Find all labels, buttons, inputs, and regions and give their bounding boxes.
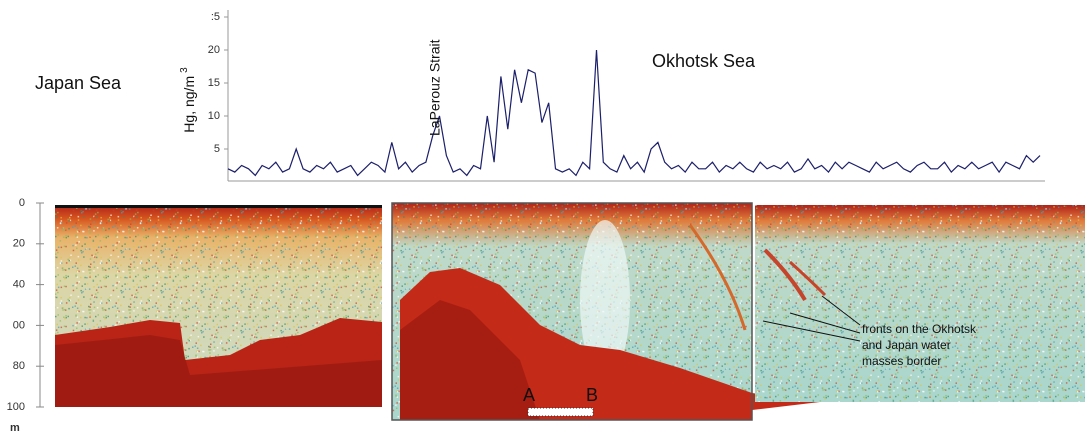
y-tick-label: :5	[211, 11, 220, 23]
echogram-middle	[391, 202, 820, 421]
annotation: masses border	[862, 354, 941, 368]
y-tick-label: 100	[7, 401, 25, 413]
annotation: B	[586, 385, 598, 405]
y-tick-label: 20	[208, 44, 220, 56]
annotation: and Japan water	[862, 338, 951, 352]
y-label-text: Hg, ng/m	[181, 76, 197, 133]
y-tick-label: 5	[214, 143, 220, 155]
y-axis-label: Hg, ng/m 3	[179, 67, 197, 133]
y-tick-label: 00	[13, 319, 25, 331]
y-tick-label: 80	[13, 360, 25, 372]
y-tick-label: 15	[208, 77, 220, 89]
annotation: LaPerouz Strait	[427, 39, 443, 136]
annotation: Okhotsk Sea	[652, 51, 756, 71]
y-tick-label: 20	[13, 238, 25, 250]
y-label-superscript: 3	[179, 67, 190, 73]
y-tick-label: 0	[19, 197, 25, 209]
annotation: A	[523, 385, 535, 405]
y-tick-label: 10	[208, 110, 220, 122]
annotation: Japan Sea	[35, 73, 122, 93]
annotation: fronts on the Okhotsk	[862, 322, 977, 336]
data-line	[227, 49, 1041, 177]
echogram-left	[55, 205, 382, 407]
y-tick-label: 40	[13, 279, 25, 291]
y-unit: m	[10, 422, 20, 434]
echogram-right	[755, 205, 1085, 402]
